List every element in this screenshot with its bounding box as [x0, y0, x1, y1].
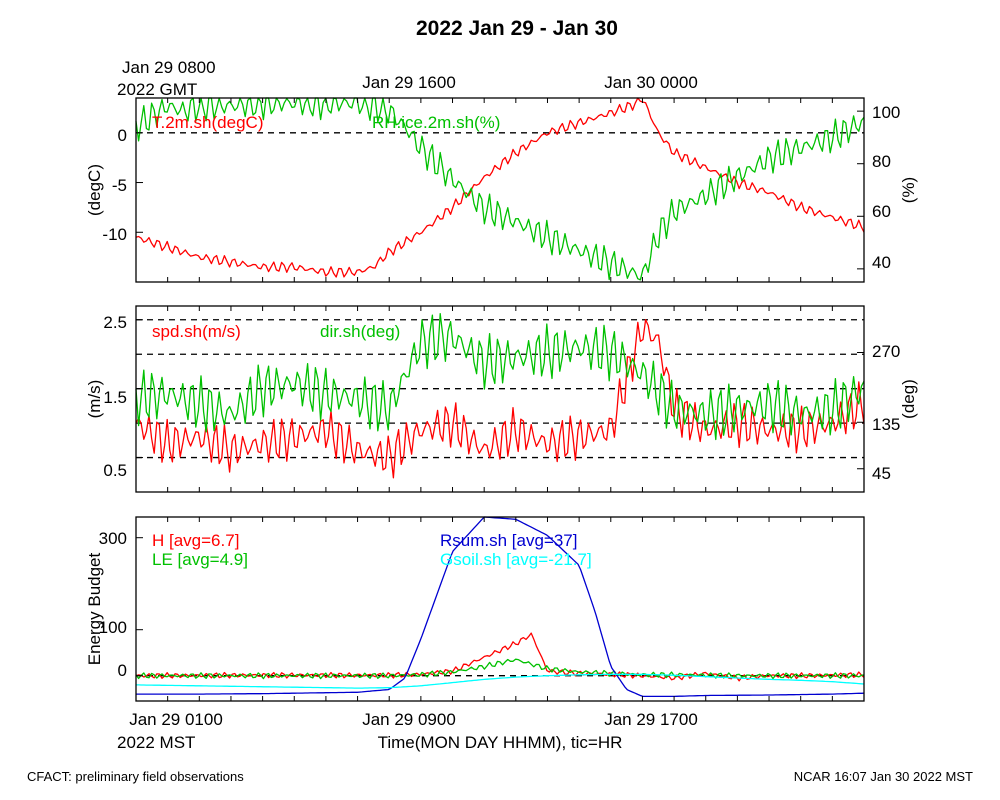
y-axis-label-left: (degC) — [85, 164, 104, 216]
legend-sensible-heat: H [avg=6.7] — [152, 531, 239, 550]
y-tick-label: 1.5 — [103, 388, 127, 407]
gmt-last-label: Jan 30 0000 — [604, 73, 698, 92]
series-line-dir-sh-deg — [135, 313, 865, 441]
legend-soil-heat-flux: Gsoil.sh [avg=-21.7] — [440, 550, 592, 569]
y-tick-label: -5 — [112, 176, 127, 195]
legend-humidity: RH.ice.2m.sh(%) — [372, 113, 500, 132]
gmt-first-label-line2: 2022 GMT — [117, 80, 197, 99]
mst-last-label: Jan 29 1700 — [604, 710, 698, 729]
series-line-rh-ice-2m-sh — [135, 97, 865, 281]
y-axis-label-right: (%) — [899, 177, 918, 203]
x-axis-label: Time(MON DAY HHMM), tic=HR — [378, 733, 623, 752]
y-right-tick-label: 40 — [872, 253, 891, 272]
panel-frame — [135, 305, 865, 493]
y-tick-label: 0 — [118, 661, 127, 680]
y-right-tick-label: 80 — [872, 152, 891, 171]
y-tick-label: 2.5 — [103, 313, 127, 332]
gmt-mid-label: Jan 29 1600 — [362, 73, 456, 92]
energy-budget-panel: 300 100 0 Energy Budget H [avg=6.7] LE [… — [85, 516, 865, 702]
gmt-first-label-line1: Jan 29 0800 — [122, 58, 216, 77]
legend-latent-heat: LE [avg=4.9] — [152, 550, 248, 569]
panel-frame — [135, 97, 865, 283]
series-line-gsoil-sh — [136, 673, 865, 689]
legend-net-radiation: Rsum.sh [avg=37] — [440, 531, 578, 550]
legend-wind-direction: dir.sh(deg) — [320, 322, 400, 341]
legend-temperature: T.2m.sh(degC) — [152, 113, 263, 132]
legend-wind-speed: spd.sh(m/s) — [152, 322, 241, 341]
mst-first-label-line2: 2022 MST — [117, 733, 195, 752]
temperature-humidity-panel: 0 -5 -10 100 80 60 40 (degC) (%) T.2m.sh… — [85, 97, 918, 283]
y-tick-label: -10 — [102, 225, 127, 244]
y-right-tick-label: 100 — [872, 103, 900, 122]
panel-frame — [135, 516, 865, 702]
y-right-tick-label: 135 — [872, 415, 900, 434]
wind-panel: 2.5 1.5 0.5 270 135 45 (m/s) (deg) spd.s… — [85, 305, 918, 493]
mst-first-label-line1: Jan 29 0100 — [129, 710, 223, 729]
series-line-spd-sh-m-s — [135, 319, 865, 479]
mst-mid-label: Jan 29 0900 — [362, 710, 456, 729]
y-tick-label: 0 — [118, 126, 127, 145]
footer-right-note: NCAR 16:07 Jan 30 2022 MST — [794, 769, 973, 784]
series-line-t-2m-sh-degc — [135, 97, 865, 278]
series-line-rsum-sh — [136, 516, 865, 698]
y-axis-label-left: (m/s) — [85, 380, 104, 419]
y-tick-label: 300 — [99, 529, 127, 548]
y-axis-label-right: (deg) — [899, 379, 918, 419]
series-line-le — [135, 658, 865, 680]
y-tick-label: 0.5 — [103, 461, 127, 480]
y-right-tick-label: 270 — [872, 342, 900, 361]
footer-left-note: CFACT: preliminary field observations — [27, 769, 244, 784]
y-right-tick-label: 60 — [872, 202, 891, 221]
chart-title: 2022 Jan 29 - Jan 30 — [416, 17, 618, 40]
y-tick-label: 100 — [99, 618, 127, 637]
y-axis-label-left: Energy Budget — [85, 552, 104, 665]
y-right-tick-label: 45 — [872, 464, 891, 483]
